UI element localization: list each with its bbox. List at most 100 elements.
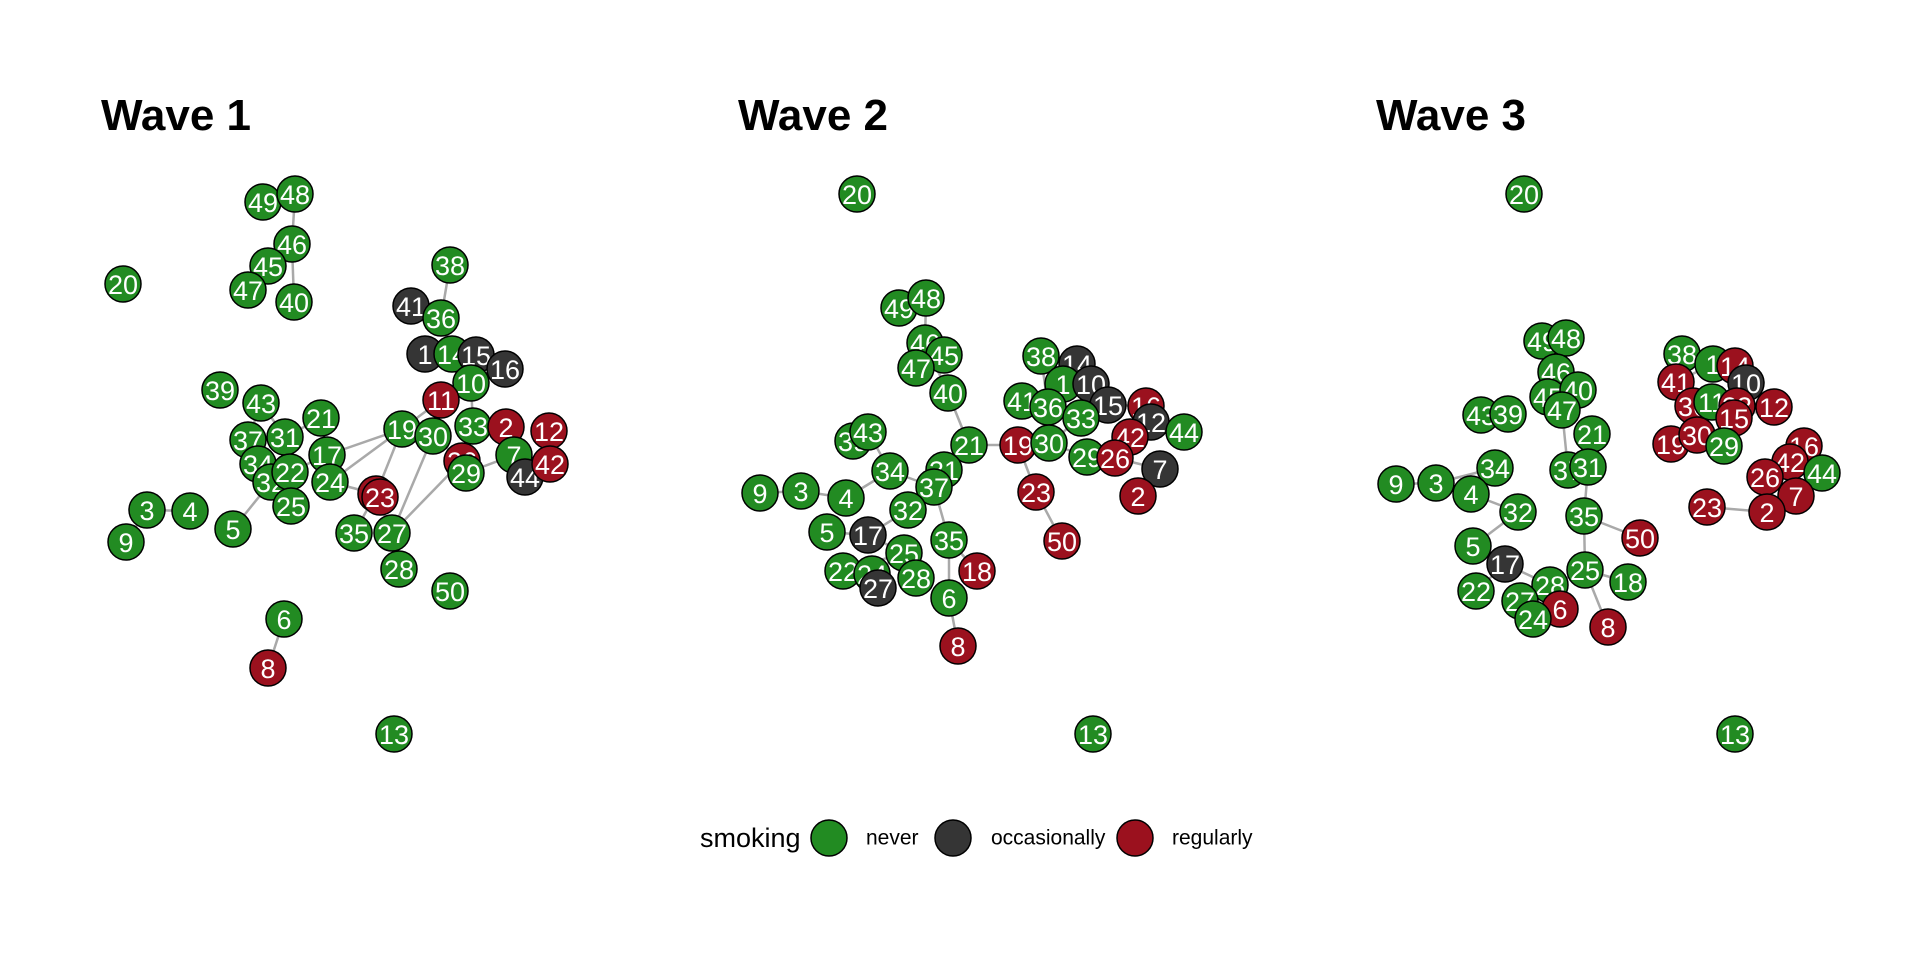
- node-40: 40: [929, 374, 967, 412]
- node-26: 26: [1746, 458, 1784, 496]
- node-label-39: 39: [205, 376, 235, 406]
- node-22: 22: [271, 453, 309, 491]
- node-label-38: 38: [1026, 342, 1056, 372]
- node-circle-9: [107, 523, 145, 561]
- node-circle-18: [1609, 563, 1647, 601]
- node-circle-3: [1417, 464, 1455, 502]
- node-circle-28: [897, 559, 935, 597]
- node-31: 31: [266, 418, 304, 456]
- node-10: 10: [452, 364, 490, 402]
- node-49: 49: [244, 183, 282, 221]
- node-circle-28: [380, 550, 418, 588]
- node-label-26: 26: [1100, 444, 1130, 474]
- node-5: 5: [1454, 527, 1492, 565]
- node-circle-11: [422, 381, 460, 419]
- node-circle-27: [859, 569, 897, 607]
- node-33: 33: [1062, 399, 1100, 437]
- node-circle-23: [1017, 473, 1055, 511]
- node-label-20: 20: [108, 270, 138, 300]
- node-label-43: 43: [246, 389, 276, 419]
- node-label-40: 40: [279, 288, 309, 318]
- node-circle-13: [375, 715, 413, 753]
- node-label-27: 27: [863, 574, 893, 604]
- node-label-30: 30: [418, 422, 448, 452]
- node-29: 29: [447, 454, 485, 492]
- node-circle-9: [741, 474, 779, 512]
- node-label-28: 28: [384, 555, 414, 585]
- node-20: 20: [838, 175, 876, 213]
- node-circle-33: [1062, 399, 1100, 437]
- node-circle-20: [1505, 175, 1543, 213]
- node-label-48: 48: [911, 284, 941, 314]
- node-circle-16: [486, 350, 524, 388]
- node-label-40: 40: [933, 379, 963, 409]
- node-circle-34: [871, 452, 909, 490]
- node-7: 7: [1141, 450, 1179, 488]
- node-26: 26: [1096, 439, 1134, 477]
- panel-wave-3: Wave 3 204948464540474339213731355093344…: [1376, 91, 1841, 753]
- legend: smoking never occasionally regularly: [700, 819, 1253, 857]
- node-label-22: 22: [1461, 577, 1491, 607]
- node-circle-17: [1486, 545, 1524, 583]
- node-circle-36: [422, 299, 460, 337]
- node-circle-39: [1489, 395, 1527, 433]
- node-circle-13: [1074, 715, 1112, 753]
- node-label-35: 35: [1569, 502, 1599, 532]
- node-48: 48: [1547, 319, 1585, 357]
- node-32: 32: [1499, 493, 1537, 531]
- node-circle-3: [782, 472, 820, 510]
- node-38: 38: [1022, 337, 1060, 375]
- node-circle-3: [128, 491, 166, 529]
- node-label-3: 3: [793, 477, 808, 507]
- node-label-20: 20: [1509, 180, 1539, 210]
- node-9: 9: [107, 523, 145, 561]
- network-wave-3: 2049484645404743392137313550933443251722…: [1377, 175, 1841, 753]
- node-circle-5: [808, 513, 846, 551]
- node-18: 18: [1609, 563, 1647, 601]
- node-circle-22: [1457, 572, 1495, 610]
- node-31: 31: [1569, 448, 1607, 486]
- node-label-13: 13: [1720, 720, 1750, 750]
- node-44: 44: [1803, 454, 1841, 492]
- node-label-31: 31: [1573, 453, 1603, 483]
- node-29: 29: [1068, 438, 1106, 476]
- legend-swatch-regularly: [1116, 819, 1154, 857]
- node-label-7: 7: [1788, 482, 1803, 512]
- node-label-2: 2: [498, 413, 513, 443]
- node-label-3: 3: [1428, 469, 1443, 499]
- node-3: 3: [128, 491, 166, 529]
- node-label-19: 19: [1003, 431, 1033, 461]
- panel-wave-2: Wave 2 204948464547403814110413615163312…: [738, 91, 1203, 753]
- node-label-47: 47: [1547, 396, 1577, 426]
- node-circle-50: [431, 572, 469, 610]
- node-label-44: 44: [1807, 459, 1837, 489]
- node-41: 41: [392, 287, 430, 325]
- node-label-47: 47: [901, 354, 931, 384]
- node-36: 36: [1029, 388, 1067, 426]
- node-circle-48: [907, 279, 945, 317]
- node-39: 39: [1489, 395, 1527, 433]
- node-label-36: 36: [426, 304, 456, 334]
- node-17: 17: [849, 516, 887, 554]
- node-36: 36: [422, 299, 460, 337]
- node-label-37: 37: [919, 473, 949, 503]
- node-20: 20: [104, 265, 142, 303]
- node-label-6: 6: [1552, 595, 1567, 625]
- node-label-10: 10: [456, 369, 486, 399]
- node-label-11: 11: [427, 386, 455, 416]
- node-40: 40: [275, 283, 313, 321]
- node-35: 35: [930, 521, 968, 559]
- legend-swatch-never: [810, 819, 848, 857]
- node-23: 23: [361, 478, 399, 516]
- node-label-44: 44: [1169, 418, 1199, 448]
- node-label-20: 20: [842, 180, 872, 210]
- legend-title: smoking: [700, 823, 801, 853]
- node-21: 21: [950, 426, 988, 464]
- legend-swatch-occasionally: [934, 819, 972, 857]
- network-wave-2: 2049484645474038141104136151633124244193…: [741, 175, 1203, 753]
- node-circle-24: [311, 463, 349, 501]
- node-circle-9: [1377, 465, 1415, 503]
- node-3: 3: [1417, 464, 1455, 502]
- node-39: 39: [201, 371, 239, 409]
